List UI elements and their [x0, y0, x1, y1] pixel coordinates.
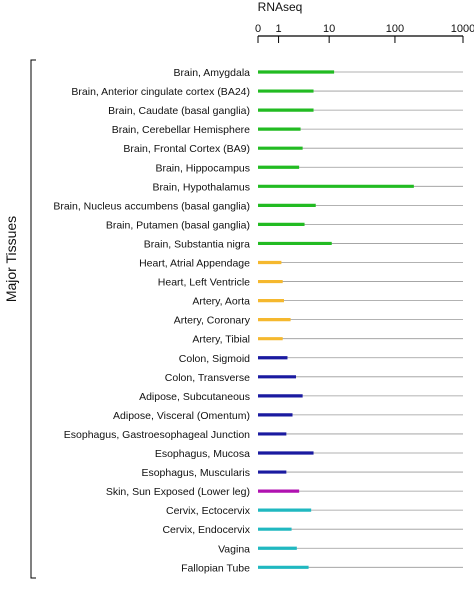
x-axis: 0 1 10 100 1000: [255, 23, 474, 43]
tissue-label: Colon, Sigmoid: [179, 353, 250, 365]
tissue-label: Brain, Amygdala: [174, 67, 251, 79]
x-axis-label: RNAseq: [258, 0, 303, 14]
group-bracket: [30, 59, 36, 579]
tissue-label: Skin, Sun Exposed (Lower leg): [106, 486, 250, 498]
tissue-label: Vagina: [218, 543, 250, 555]
tissue-label: Brain, Hypothalamus: [153, 181, 250, 193]
group-bracket-line: [30, 59, 36, 579]
tissue-label: Esophagus, Muscularis: [141, 467, 250, 479]
tissue-label: Cervix, Endocervix: [162, 524, 250, 536]
tissue-label: Brain, Frontal Cortex (BA9): [123, 143, 250, 155]
tissue-label: Brain, Caudate (basal ganglia): [108, 105, 250, 117]
x-tick-label: 10: [323, 23, 335, 35]
x-tick-label: 100: [386, 23, 404, 35]
tissue-label: Brain, Nucleus accumbens (basal ganglia): [53, 200, 250, 212]
tissue-label: Artery, Tibial: [192, 334, 250, 346]
tissue-label: Brain, Putamen (basal ganglia): [106, 219, 250, 231]
x-tick-label: 0: [255, 23, 261, 35]
tissue-label: Brain, Anterior cingulate cortex (BA24): [71, 86, 250, 98]
tissue-label: Brain, Hippocampus: [155, 162, 250, 174]
tissue-label: Heart, Left Ventricle: [158, 277, 250, 289]
x-tick-label: 1: [276, 23, 282, 35]
y-axis-label: Major Tissues: [3, 216, 19, 302]
tissue-label: Esophagus, Mucosa: [155, 448, 250, 460]
tissue-label: Heart, Atrial Appendage: [139, 258, 250, 270]
tissue-label: Fallopian Tube: [181, 562, 250, 574]
tissue-label: Colon, Transverse: [165, 372, 250, 384]
tissue-label: Artery, Coronary: [174, 315, 251, 327]
tissue-label: Artery, Aorta: [192, 296, 250, 308]
tissue-label: Brain, Cerebellar Hemisphere: [112, 124, 250, 136]
tissue-label: Brain, Substantia nigra: [144, 238, 250, 250]
x-tick-label: 1000: [451, 23, 474, 35]
tissue-label: Cervix, Ectocervix: [166, 505, 251, 517]
rows: Brain, Amygdala Brain, Anterior cingulate…: [53, 67, 463, 574]
tissue-label: Adipose, Visceral (Omentum): [113, 410, 250, 422]
tissue-label: Adipose, Subcutaneous: [139, 391, 250, 403]
tissue-label: Esophagus, Gastroesophageal Junction: [64, 429, 250, 441]
